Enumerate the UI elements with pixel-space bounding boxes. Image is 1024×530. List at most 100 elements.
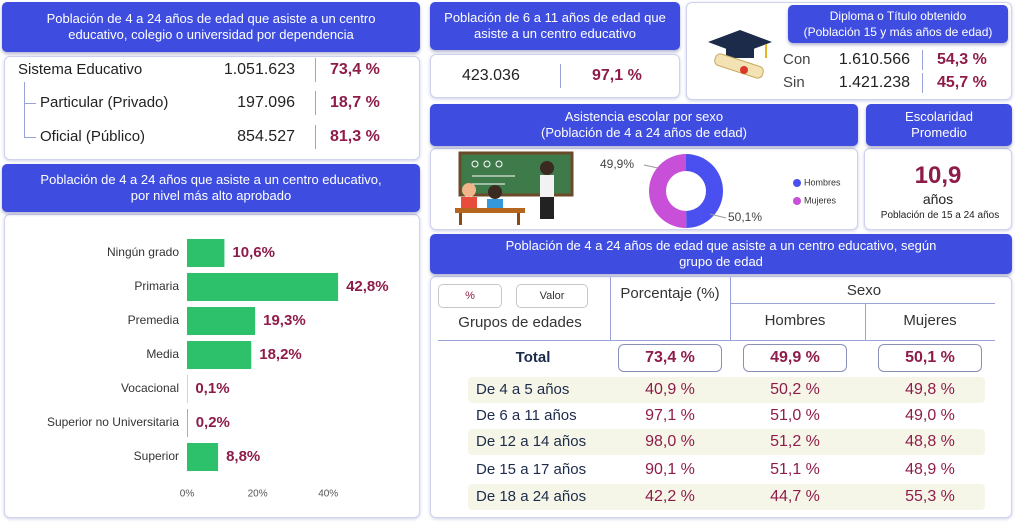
legend-label: Hombres [804, 177, 841, 187]
dependencia-header: Población de 4 a 24 años de edad que asi… [2, 2, 420, 52]
row-label: Oficial (Público) [40, 128, 146, 145]
panel-title: Población de 4 a 24 años de edad que asi… [505, 238, 937, 269]
row-count: 1.610.566 [838, 51, 910, 68]
row-band [468, 484, 985, 510]
cell-value: 98,0 % [645, 433, 695, 450]
column-header: Mujeres [903, 312, 957, 329]
leader-line [709, 213, 727, 219]
row-count: 1.421.238 [838, 74, 910, 91]
x-tick-label: 20% [248, 489, 268, 500]
row-count: 1.051.623 [223, 61, 295, 78]
y-tick-label: Ningún grado [107, 245, 179, 259]
separator [24, 103, 36, 104]
row-label: Particular (Privado) [40, 94, 169, 111]
row-count: 197.096 [237, 94, 295, 111]
cell-value: 55,3 % [905, 488, 955, 505]
separator [730, 277, 731, 340]
leader-line [643, 164, 659, 169]
panel-title: Población de 4 a 24 años que asiste a un… [40, 172, 382, 203]
dependencia-panel [4, 56, 420, 160]
legend-marker [793, 179, 801, 187]
cell-value: 44,7 % [770, 488, 820, 505]
separator [730, 303, 995, 304]
row-percent: 73,4 % [330, 61, 380, 78]
note: Población de 15 a 24 años [880, 210, 1000, 221]
row-label: Sin [783, 74, 805, 91]
grupo-header: Población de 6 a 11 años de edad que asi… [430, 2, 680, 50]
group-label: De 15 a 17 años [476, 461, 587, 478]
row-percent: 54,3 % [937, 51, 987, 68]
value-label: 10,6% [232, 244, 275, 261]
grupo-panel [430, 54, 680, 98]
legend-marker [793, 197, 801, 205]
separator [922, 73, 923, 93]
separator [315, 58, 316, 82]
cell-value: 40,9 % [645, 381, 695, 398]
value-label: 0,1% [195, 380, 229, 397]
bar-chart: 0% 20% 40% Ningún grado 10,6% Primaria 42,8% Pr… [47, 239, 389, 500]
percent: 97,1 % [592, 67, 642, 84]
separator [922, 50, 923, 70]
unit: años [922, 191, 954, 207]
bar [187, 307, 256, 335]
separator [24, 137, 36, 138]
y-tick-label: Primaria [134, 279, 179, 293]
value-label: 18,2% [259, 346, 302, 363]
panel-subtitle: (Población de 4 a 24 años de edad) [541, 125, 747, 140]
tree-line [24, 82, 25, 137]
bar [187, 239, 225, 267]
count: 423.036 [462, 67, 520, 84]
y-tick-label: Media [146, 347, 179, 361]
cell-value: 48,9 % [905, 461, 955, 478]
diploma-header: Diploma o Título obtenido (Población 15 y… [788, 5, 1008, 43]
row-band [468, 429, 985, 455]
separator [560, 64, 561, 88]
cell-value: 90,1 % [645, 461, 695, 478]
total-value: 73,4 % [645, 349, 695, 366]
escolaridad-panel [864, 148, 1012, 230]
diploma-icon [708, 30, 772, 79]
toggle-button[interactable]: % [438, 284, 502, 308]
panel-title: Diploma o Título obtenido [829, 9, 967, 23]
x-tick-label: 0% [180, 489, 195, 500]
row-percent: 45,7 % [937, 74, 987, 91]
separator [610, 277, 611, 340]
cell-value: 42,2 % [645, 488, 695, 505]
panel-title: Población de 6 a 11 años de edad que asi… [444, 10, 666, 41]
value-label: 8,8% [226, 448, 260, 465]
panel-title: Escolaridad Promedio [905, 109, 973, 140]
group-label: De 18 a 24 años [476, 488, 587, 505]
total-box [618, 344, 722, 372]
value: 10,9 [914, 162, 962, 189]
bar [187, 341, 252, 369]
value-label: 50,1% [728, 210, 762, 224]
row-band [468, 377, 985, 403]
total-value: 50,1 % [905, 349, 955, 366]
value-label: 49,9% [600, 157, 634, 171]
x-tick-label: 40% [318, 489, 338, 500]
separator [315, 125, 316, 149]
cell-value: 50,2 % [770, 381, 820, 398]
panel-title: Población de 4 a 24 años de edad que asi… [46, 11, 376, 42]
row-label: Con [783, 51, 811, 68]
pie-chart: 49,9% 50,1% Hombres Mujeres [600, 154, 841, 228]
toggle-button[interactable]: Valor [516, 284, 588, 308]
total-value: 49,9 % [770, 349, 820, 366]
cell-value: 51,2 % [770, 433, 820, 450]
separator [865, 304, 866, 340]
classroom-illustration [455, 151, 574, 225]
cell-value: 51,0 % [770, 407, 820, 424]
bar [187, 443, 219, 471]
pie-header: Asistencia escolar por sexo (Población de… [430, 104, 858, 146]
y-tick-label: Premedia [128, 313, 180, 327]
total-box [878, 344, 982, 372]
group-label: De 12 a 14 años [476, 433, 587, 450]
total-box [743, 344, 847, 372]
value-label: 19,3% [263, 312, 306, 329]
cell-value: 51,1 % [770, 461, 820, 478]
group-label: De 4 a 5 años [476, 381, 570, 398]
bar [187, 273, 339, 301]
row-label: Sistema Educativo [18, 61, 143, 78]
cell-value: 48,8 % [905, 433, 955, 450]
bar [187, 409, 188, 437]
